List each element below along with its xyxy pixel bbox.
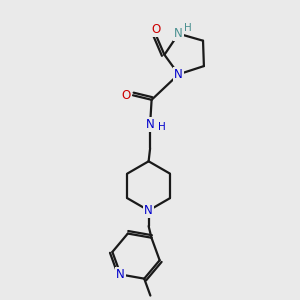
Text: N: N [116,268,125,281]
Text: N: N [146,118,154,131]
Text: O: O [152,23,160,36]
Text: N: N [174,27,183,40]
Text: H: H [184,23,192,33]
Text: O: O [122,89,131,102]
Text: N: N [174,68,183,81]
Text: N: N [144,204,153,217]
Text: H: H [158,122,165,132]
